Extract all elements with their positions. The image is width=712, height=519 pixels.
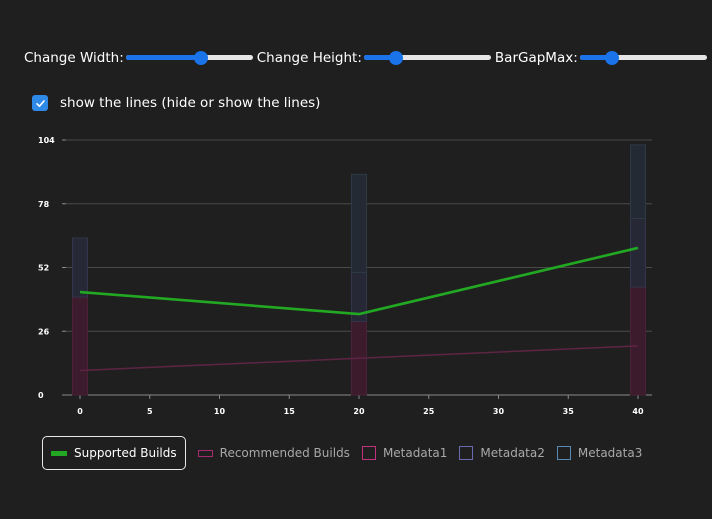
legend-item-metadata3[interactable]: Metadata3 — [557, 436, 642, 470]
x-tick-label: 10 — [214, 407, 226, 416]
bar-metadata1 — [631, 287, 646, 395]
legend-swatch-icon — [51, 451, 67, 456]
x-tick-label: 5 — [147, 407, 153, 416]
y-tick-label: 104 — [38, 136, 55, 145]
x-tick-label: 0 — [77, 407, 83, 416]
bar-metadata3 — [631, 145, 646, 219]
legend-label: Metadata1 — [383, 446, 447, 460]
legend-label: Metadata2 — [480, 446, 544, 460]
legend-item-supported-builds[interactable]: Supported Builds — [42, 436, 186, 470]
bar-metadata2 — [73, 238, 88, 297]
legend-swatch-icon — [198, 450, 213, 457]
legend-item-metadata2[interactable]: Metadata2 — [459, 436, 544, 470]
bar-metadata2 — [631, 218, 646, 287]
bar-metadata3 — [352, 174, 367, 272]
y-tick-label: 0 — [38, 391, 44, 400]
legend-swatch-icon — [459, 446, 473, 460]
y-tick-label: 52 — [38, 264, 49, 273]
bar-metadata1 — [73, 297, 88, 395]
legend-swatch-icon — [362, 446, 376, 460]
legend-item-metadata1[interactable]: Metadata1 — [362, 436, 447, 470]
x-tick-label: 15 — [284, 407, 296, 416]
x-tick-label: 40 — [632, 407, 644, 416]
y-tick-label: 26 — [38, 327, 50, 336]
legend-swatch-icon — [557, 446, 571, 460]
legend-item-recommended-builds[interactable]: Recommended Builds — [198, 436, 350, 470]
legend-label: Metadata3 — [578, 446, 642, 460]
x-tick-label: 25 — [423, 407, 435, 416]
legend-label: Recommended Builds — [220, 446, 350, 460]
x-tick-label: 20 — [353, 407, 365, 416]
chart-legend: Supported Builds Recommended Builds Metada… — [42, 436, 654, 470]
x-tick-label: 30 — [493, 407, 505, 416]
y-tick-label: 78 — [38, 200, 50, 209]
legend-label: Supported Builds — [74, 446, 177, 460]
x-tick-label: 35 — [563, 407, 575, 416]
